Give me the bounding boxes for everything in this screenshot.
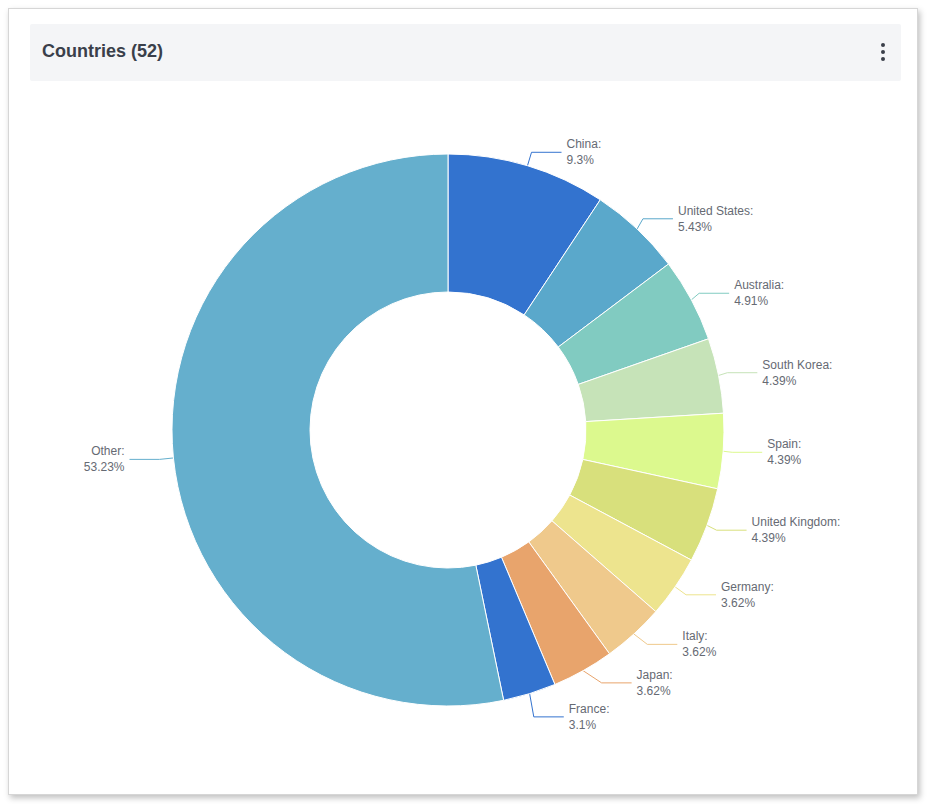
- svg-text:3.62%: 3.62%: [637, 684, 671, 698]
- html-text:Countries (52): Countries (52): [42, 41, 163, 61]
- svg-text:4.91%: 4.91%: [734, 294, 768, 308]
- svg-text:4.39%: 4.39%: [752, 531, 786, 545]
- svg-text:France:: France:: [569, 702, 610, 716]
- svg-text:China:: China:: [567, 137, 602, 151]
- svg-text:Germany:: Germany:: [721, 580, 774, 594]
- svg-text:3.62%: 3.62%: [682, 645, 716, 659]
- svg-text:3.62%: 3.62%: [721, 596, 755, 610]
- svg-text:United Kingdom:: United Kingdom:: [752, 515, 841, 529]
- svg-text:Japan:: Japan:: [637, 668, 673, 682]
- svg-text:Other:: Other:: [91, 444, 124, 458]
- svg-text:53.23%: 53.23%: [84, 460, 125, 474]
- svg-text:5.43%: 5.43%: [678, 220, 712, 234]
- svg-text:9.3%: 9.3%: [567, 153, 595, 167]
- svg-text:Italy:: Italy:: [682, 629, 707, 643]
- svg-text:Spain:: Spain:: [767, 437, 801, 451]
- svg-text:South Korea:: South Korea:: [762, 358, 832, 372]
- svg-text:Australia:: Australia:: [734, 278, 784, 292]
- svg-text:4.39%: 4.39%: [767, 453, 801, 467]
- svg-text:United States:: United States:: [678, 204, 753, 218]
- svg-text:4.39%: 4.39%: [762, 374, 796, 388]
- svg-text:3.1%: 3.1%: [569, 718, 597, 732]
